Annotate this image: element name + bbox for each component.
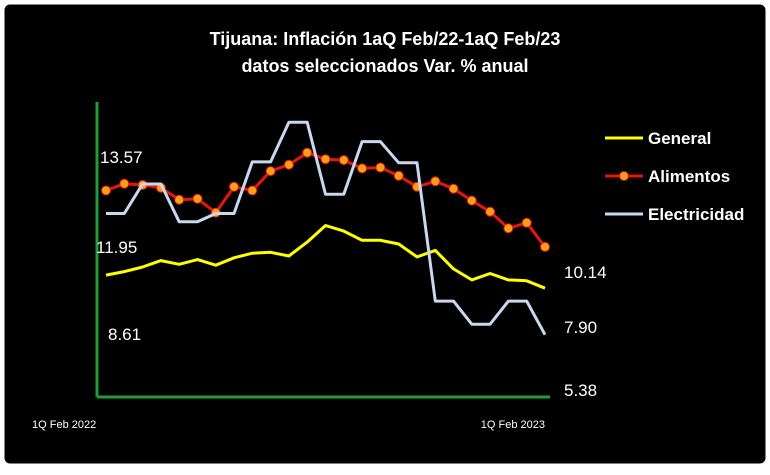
data-point-alimentos (375, 162, 386, 173)
data-point-alimentos (265, 166, 276, 177)
data-label-general-first: 8.61 (108, 325, 141, 344)
axes (95, 102, 550, 399)
data-label-general-last: 7.90 (564, 318, 597, 337)
series-general (105, 224, 546, 290)
data-point-alimentos (174, 194, 185, 205)
x-tick-label: 1Q Feb 2023 (481, 419, 545, 431)
data-point-alimentos (119, 178, 130, 189)
data-label-electricidad-first: 11.95 (96, 238, 137, 257)
data-point-alimentos (229, 181, 239, 192)
data-label-alimentos-last: 10.14 (564, 263, 607, 282)
data-labels: 8.61 7.90 13.57 10.14 11.95 5.38 (96, 148, 607, 400)
data-point-alimentos (466, 195, 477, 206)
legend-marker-alimentos (619, 171, 629, 181)
data-point-alimentos (357, 163, 368, 174)
chart-title: Tijuana: Inflación 1aQ Feb/22-1aQ Feb/23 (210, 29, 561, 49)
data-point-alimentos (101, 185, 111, 196)
chart-subtitle: datos seleccionados Var. % anual (241, 56, 528, 76)
data-point-alimentos (338, 155, 349, 166)
legend-item-alimentos: Alimentos (605, 167, 730, 186)
data-point-alimentos (302, 147, 313, 158)
plot-area (101, 120, 550, 336)
data-label-electricidad-last: 5.38 (564, 381, 597, 400)
series-electricidad (106, 120, 547, 336)
data-label-alimentos-first: 13.57 (100, 148, 143, 167)
chart-background (3, 3, 767, 465)
data-point-alimentos (192, 193, 203, 204)
legend-label-alimentos: Alimentos (648, 167, 730, 186)
data-point-alimentos (283, 159, 294, 170)
data-point-alimentos (320, 154, 331, 165)
data-point-alimentos (485, 206, 496, 217)
x-tick-labels: 1Q Feb 2022 1Q Feb 2023 (32, 419, 545, 431)
legend-item-electricidad: Electricidad (605, 205, 744, 224)
data-point-alimentos (540, 241, 550, 252)
data-point-alimentos (521, 217, 532, 228)
x-tick-label: 1Q Feb 2022 (32, 419, 96, 431)
legend: General Alimentos Electricidad (605, 129, 744, 224)
legend-label-electricidad: Electricidad (648, 205, 744, 224)
data-point-alimentos (247, 185, 258, 196)
data-point-alimentos (448, 183, 459, 194)
data-point-alimentos (503, 223, 514, 234)
legend-item-general: General (605, 129, 711, 148)
legend-label-general: General (648, 129, 711, 148)
data-point-alimentos (430, 176, 441, 187)
series-line-general (105, 224, 546, 290)
series-alimentos (101, 147, 550, 252)
series-line-electricidad (106, 120, 547, 336)
data-point-alimentos (393, 170, 404, 181)
